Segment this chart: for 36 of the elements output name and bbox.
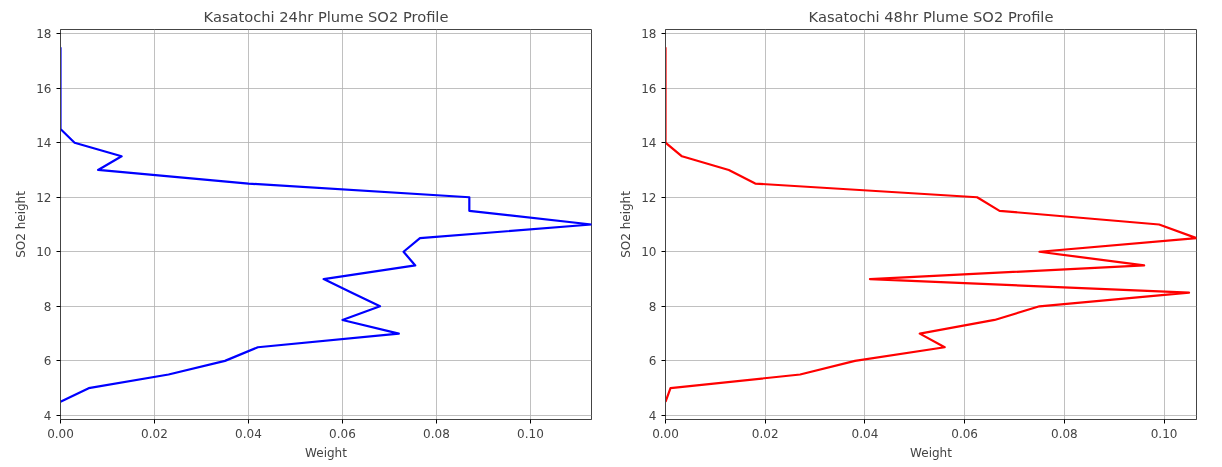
x-axis-title: Weight (910, 445, 953, 460)
y-tick-label: 4 (43, 408, 52, 423)
y-tick-label: 12 (641, 190, 657, 205)
y-axis-title: SO2 height (14, 190, 29, 258)
x-axis-title: Weight (305, 445, 348, 460)
y-tick-label: 8 (648, 299, 657, 314)
y-tick-label: 4 (648, 408, 657, 423)
y-tick-label: 12 (36, 190, 52, 205)
x-tick-label: 0.06 (329, 426, 356, 441)
y-tick-label: 14 (36, 136, 52, 151)
x-tick-label: 0.08 (1051, 426, 1078, 441)
y-tick-label: 16 (36, 81, 52, 96)
y-tick-label: 16 (641, 81, 657, 96)
y-tick-label: 10 (36, 245, 52, 260)
x-tick-label: 0.02 (141, 426, 168, 441)
line-series (60, 46, 592, 403)
x-tick-label: 0.00 (652, 426, 679, 441)
y-axis-title: SO2 height (619, 190, 634, 258)
chart-title: Kasatochi 24hr Plume SO2 Profile (203, 7, 449, 25)
x-tick-label: 0.10 (1150, 426, 1178, 441)
x-tick-label: 0.04 (851, 426, 879, 441)
x-tick-label: 0.06 (951, 426, 979, 441)
line-series (665, 46, 1197, 403)
x-tick-label: 0.10 (517, 426, 544, 441)
y-tick-label: 14 (641, 136, 657, 151)
y-tick-label: 18 (36, 27, 52, 42)
y-tick-label: 6 (648, 354, 657, 369)
x-tick-label: 0.04 (235, 426, 262, 441)
y-tick-label: 10 (641, 245, 657, 260)
y-tick-label: 18 (641, 27, 657, 42)
x-tick-label: 0.02 (751, 426, 779, 441)
y-tick-label: 8 (43, 299, 52, 314)
x-tick-label: 0.00 (47, 426, 74, 441)
y-tick-label: 6 (43, 354, 52, 369)
chart-title: Kasatochi 48hr Plume SO2 Profile (808, 7, 1054, 25)
x-tick-label: 0.08 (423, 426, 450, 441)
